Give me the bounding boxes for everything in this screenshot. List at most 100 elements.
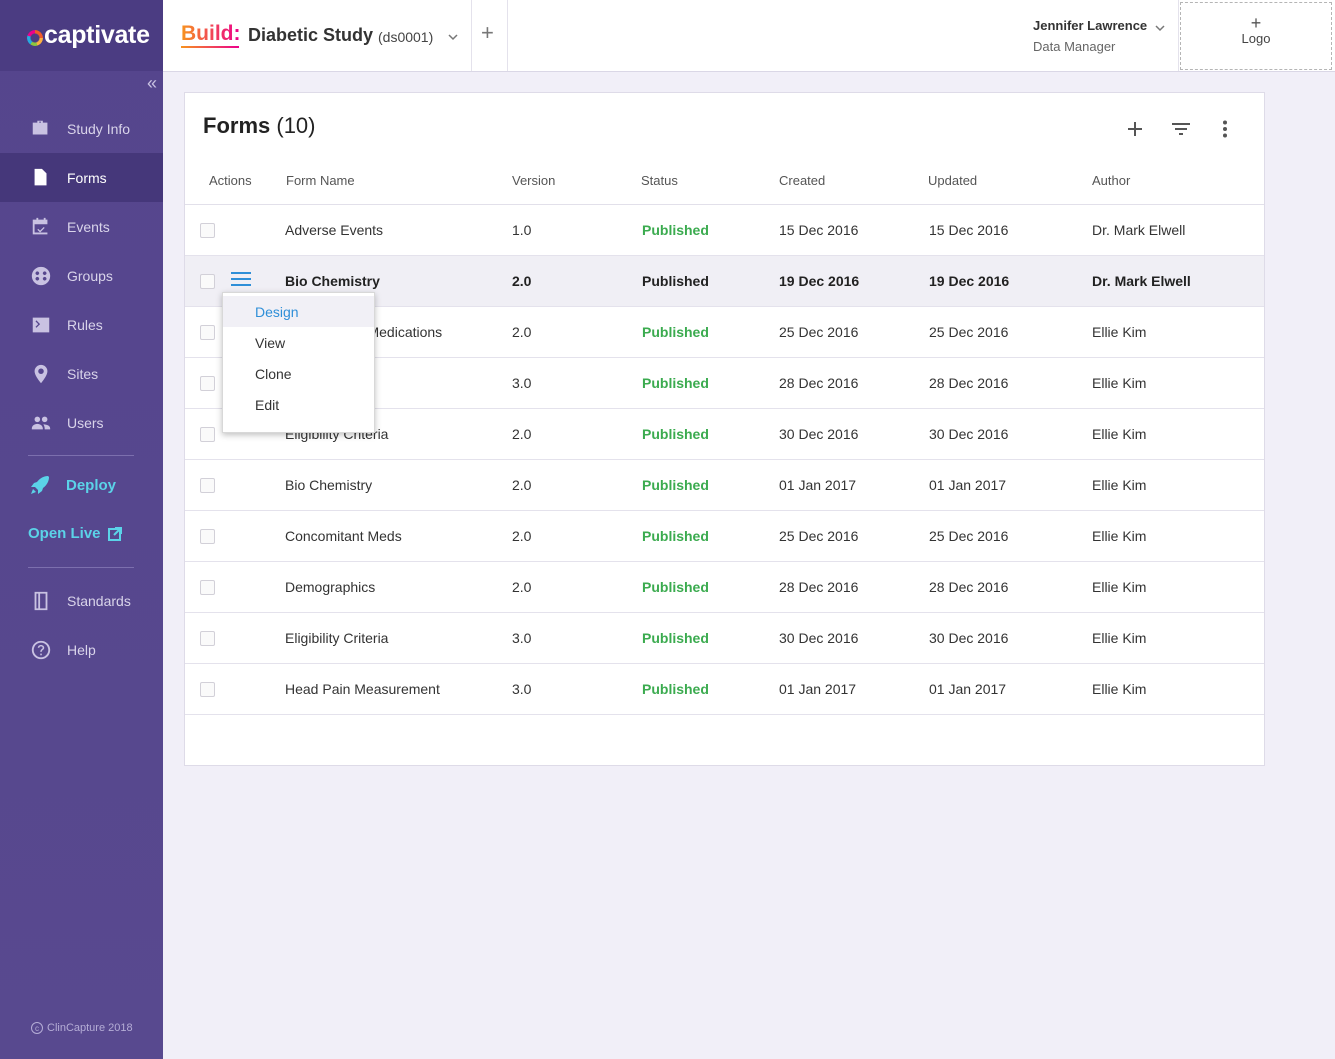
sidebar-item-forms[interactable]: Forms [0, 153, 163, 202]
menu-item-design[interactable]: Design [223, 296, 374, 327]
user-role: Data Manager [1033, 39, 1116, 54]
sidebar-bottom-nav: Standards Help [0, 576, 163, 674]
table-header: Actions Form Name Version Status Created… [185, 173, 1264, 205]
created-cell: 30 Dec 2016 [779, 630, 859, 646]
author-cell: Ellie Kim [1092, 681, 1147, 697]
sidebar-item-study-info[interactable]: Study Info [0, 104, 163, 153]
form-name-cell[interactable]: Adverse Events [285, 222, 384, 238]
row-checkbox[interactable] [200, 223, 215, 238]
sidebar-item-label: Study Info [67, 120, 131, 137]
study-code: (ds0001) [378, 29, 434, 45]
form-name-cell[interactable]: Bio Chemistry [285, 273, 380, 289]
version-cell: 2.0 [512, 324, 532, 340]
footer-text: ClinCapture 2018 [47, 1022, 133, 1034]
col-updated[interactable]: Updated [928, 173, 978, 188]
brand-area: captivate [0, 0, 163, 71]
form-name-cell[interactable]: Demographics [285, 579, 376, 595]
table-row[interactable]: Demographics 2.0 Published 28 Dec 2016 28 De… [185, 562, 1264, 613]
status-badge: Published [642, 579, 709, 595]
table-row[interactable]: Bio Chemistry 2.0 Published 01 Jan 2017 01 J… [185, 460, 1264, 511]
forms-title: Forms (10) [203, 113, 316, 139]
version-cell: 2.0 [512, 426, 532, 442]
version-cell: 2.0 [512, 579, 532, 595]
captivate-logo[interactable]: captivate [27, 21, 150, 50]
table-row[interactable]: Head Pain Measurement 3.0 Published 01 Jan … [185, 664, 1264, 715]
sidebar-item-label: Forms [67, 169, 107, 186]
copyright-footer: c ClinCapture 2018 [31, 1022, 133, 1034]
row-menu-icon[interactable] [231, 272, 251, 288]
open-live-label: Open Live [28, 525, 101, 542]
version-cell: 1.0 [512, 222, 532, 238]
collapse-sidebar-icon[interactable]: « [146, 73, 157, 93]
logo-plus-icon: + [1250, 13, 1262, 33]
row-checkbox[interactable] [200, 325, 215, 340]
updated-cell: 28 Dec 2016 [929, 375, 1009, 391]
study-chevron-down-icon[interactable] [446, 30, 460, 44]
sidebar-item-rules[interactable]: Rules [0, 300, 163, 349]
row-checkbox[interactable] [200, 529, 215, 544]
table-row[interactable]: Adverse Events 1.0 Published 15 Dec 2016 15 … [185, 205, 1264, 256]
form-name-cell[interactable]: Eligibility Criteria [285, 630, 389, 646]
sidebar-item-users[interactable]: Users [0, 398, 163, 447]
status-badge: Published [642, 426, 709, 442]
form-name-cell[interactable]: Bio Chemistry [285, 477, 373, 493]
updated-cell: 15 Dec 2016 [929, 222, 1009, 238]
col-form-name[interactable]: Form Name [286, 173, 355, 188]
add-form-icon[interactable] [1123, 117, 1147, 141]
sidebar-item-groups[interactable]: Groups [0, 251, 163, 300]
created-cell: 15 Dec 2016 [779, 222, 859, 238]
updated-cell: 28 Dec 2016 [929, 579, 1009, 595]
form-name-cell[interactable]: Head Pain Measurement [285, 681, 440, 697]
row-checkbox[interactable] [200, 580, 215, 595]
updated-cell: 01 Jan 2017 [929, 681, 1007, 697]
sidebar-item-events[interactable]: Events [0, 202, 163, 251]
row-checkbox[interactable] [200, 478, 215, 493]
table-row[interactable]: Eligibility Criteria 3.0 Published 30 Dec 2… [185, 613, 1264, 664]
sidebar-item-standards[interactable]: Standards [0, 576, 163, 625]
version-cell: 2.0 [512, 273, 532, 289]
col-status[interactable]: Status [641, 173, 678, 188]
row-checkbox[interactable] [200, 274, 215, 289]
user-name[interactable]: Jennifer Lawrence [1033, 18, 1148, 33]
menu-item-view[interactable]: View [255, 334, 286, 351]
menu-item-edit[interactable]: Edit [255, 396, 280, 413]
study-name[interactable]: Diabetic Study [248, 25, 374, 45]
logo-upload-box[interactable]: + Logo [1180, 2, 1332, 70]
deploy-button[interactable]: Deploy [28, 473, 116, 497]
menu-item-clone[interactable]: Clone [255, 365, 292, 382]
status-badge: Published [642, 630, 709, 646]
status-badge: Published [642, 273, 709, 289]
created-cell: 25 Dec 2016 [779, 528, 859, 544]
map-pin-icon [30, 363, 52, 385]
user-chevron-down-icon[interactable] [1153, 21, 1167, 35]
created-cell: 28 Dec 2016 [779, 579, 859, 595]
author-cell: Ellie Kim [1092, 528, 1147, 544]
col-author[interactable]: Author [1092, 173, 1131, 188]
col-version[interactable]: Version [512, 173, 556, 188]
author-cell: Ellie Kim [1092, 426, 1147, 442]
forms-count: (10) [276, 113, 316, 138]
top-header: Build: Diabetic Study (ds0001) + Jennife… [163, 0, 1335, 72]
terminal-icon [30, 314, 52, 336]
row-checkbox[interactable] [200, 376, 215, 391]
open-live-link[interactable]: Open Live [28, 525, 122, 542]
table-row[interactable]: Concomitant Meds 2.0 Published 25 Dec 2016 2… [185, 511, 1264, 562]
row-checkbox[interactable] [200, 682, 215, 697]
updated-cell: 30 Dec 2016 [929, 426, 1009, 442]
add-study-plus-icon[interactable]: + [481, 20, 494, 45]
filter-icon[interactable] [1169, 117, 1193, 141]
updated-cell: 30 Dec 2016 [929, 630, 1009, 646]
sidebar-item-label: Users [67, 414, 104, 431]
document-icon [30, 167, 52, 189]
sidebar-item-help[interactable]: Help [0, 625, 163, 674]
more-vert-icon[interactable] [1213, 117, 1237, 141]
status-badge: Published [642, 477, 709, 493]
author-cell: Ellie Kim [1092, 324, 1147, 340]
col-created[interactable]: Created [779, 173, 826, 188]
groups-icon [30, 265, 52, 287]
form-name-cell[interactable]: Concomitant Meds [285, 528, 402, 544]
row-checkbox[interactable] [200, 427, 215, 442]
sidebar-item-sites[interactable]: Sites [0, 349, 163, 398]
row-checkbox[interactable] [200, 631, 215, 646]
updated-cell: 25 Dec 2016 [929, 528, 1009, 544]
